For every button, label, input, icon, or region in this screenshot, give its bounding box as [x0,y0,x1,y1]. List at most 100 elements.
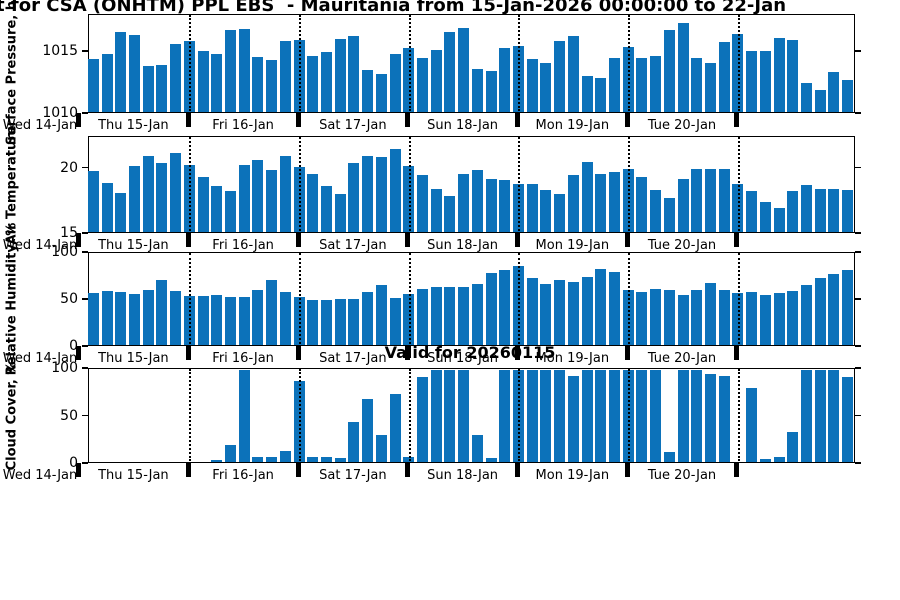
humidity-bar [266,279,278,345]
cloud-bar [581,370,593,462]
pressure-bar [814,90,826,112]
day-tick [624,233,630,247]
humidity-bar [252,290,264,345]
y-tick [855,414,861,417]
humidity-bar [115,292,127,345]
pressure-bar [471,68,483,112]
y-tick-label: 100 [51,244,78,260]
day-tick [734,113,740,127]
pressure-bar [540,62,552,112]
pressure-axis-label: Surface Pressure, hPa [4,0,20,145]
y-tick [82,345,88,347]
pressure-bar [87,59,99,112]
humidity-bar [128,294,140,345]
day-tick [624,463,630,477]
temperature-bar [540,190,552,232]
cloud-bar [211,460,223,462]
humidity-bar [348,298,360,345]
pressure-bar [375,73,387,112]
humidity-bar [608,272,620,345]
x-tick-label: Sun 18-Jan [427,468,499,483]
day-tick [185,233,191,247]
temperature-bar [471,169,483,232]
temperature-bar [156,163,168,232]
temperature-bar [87,171,99,232]
y-tick [855,50,861,52]
temperature-bar [842,190,854,232]
pressure-bar [348,36,360,112]
temperature-bar [759,201,771,232]
day-tick [185,113,191,127]
y-tick-label: 50 [60,291,78,307]
y-tick [82,462,88,464]
pressure-bar [362,70,374,112]
y-tick [855,345,861,347]
pressure-bar [444,31,456,112]
y-tick-label: 50 [60,407,78,424]
y-tick [855,251,861,253]
day-tick [514,346,520,360]
day-gridline [518,15,521,111]
x-tick-label: Tue 20-Jan [647,468,717,483]
x-tick-label: Tue 20-Jan [647,238,717,253]
temperature-bar [101,182,113,232]
day-tick [405,233,411,247]
day-gridline [628,137,631,231]
y-tick [855,462,861,464]
pressure-bar [389,54,401,112]
temperature-bar [444,196,456,232]
pressure-bar [211,54,223,112]
x-tick-label: Tue 20-Jan [647,351,717,366]
humidity-bar [211,294,223,345]
day-tick [734,346,740,360]
pressure-bar [787,40,799,112]
cloud-bar [842,377,854,462]
day-gridline [628,15,631,111]
cloud-bar [348,422,360,462]
x-tick-label: Thu 15-Jan [98,351,169,366]
y-tick [855,298,861,300]
day-gridline [189,137,192,231]
x-tick-label: Fri 16-Jan [212,468,274,483]
day-gridline [299,369,301,461]
y-tick [82,298,88,300]
cloud-bar [650,370,662,462]
x-tick-label: Wed 14-Jan [2,468,78,483]
temperature-bar [485,178,497,232]
y-tick-label: 15 [60,225,78,241]
pressure-bar [128,35,140,112]
x-tick-label: Wed 14-Jan [2,238,78,253]
temperature-bar [128,165,140,232]
chart-title: t for CSA (ONHTM) PPL EBS - Mauritania f… [0,0,787,16]
cloud-bar [663,451,675,462]
humidity-plot-area [87,252,855,346]
humidity-bar [334,298,346,345]
cloud-bar [320,457,332,462]
x-tick-label: Sun 18-Jan [427,238,499,253]
cloud-bar [307,457,319,462]
cloud-axis-label: Cloud Cover, % [4,361,20,470]
temperature-bar [608,172,620,232]
temperature-bar [224,191,236,232]
day-tick [76,463,82,477]
humidity-bar [567,282,579,345]
pressure-bar [718,42,730,112]
humidity-bar [677,294,689,345]
cloud-bar [704,373,716,462]
temperature-bar [238,164,250,232]
pressure-bar [759,50,771,112]
day-tick [76,346,82,360]
x-tick-label: Fri 16-Jan [212,118,274,133]
humidity-bar [485,273,497,345]
x-tick-label: Thu 15-Jan [98,468,169,483]
day-gridline [737,369,740,461]
cloud-bar [800,370,812,462]
cloud-bar [746,387,758,462]
pressure-bar [567,36,579,112]
temperature-bar [677,178,689,232]
x-tick-label: Thu 15-Jan [98,118,169,133]
humidity-bar [828,274,840,345]
cloud-bar [389,393,401,462]
cloud-bar [238,370,250,462]
